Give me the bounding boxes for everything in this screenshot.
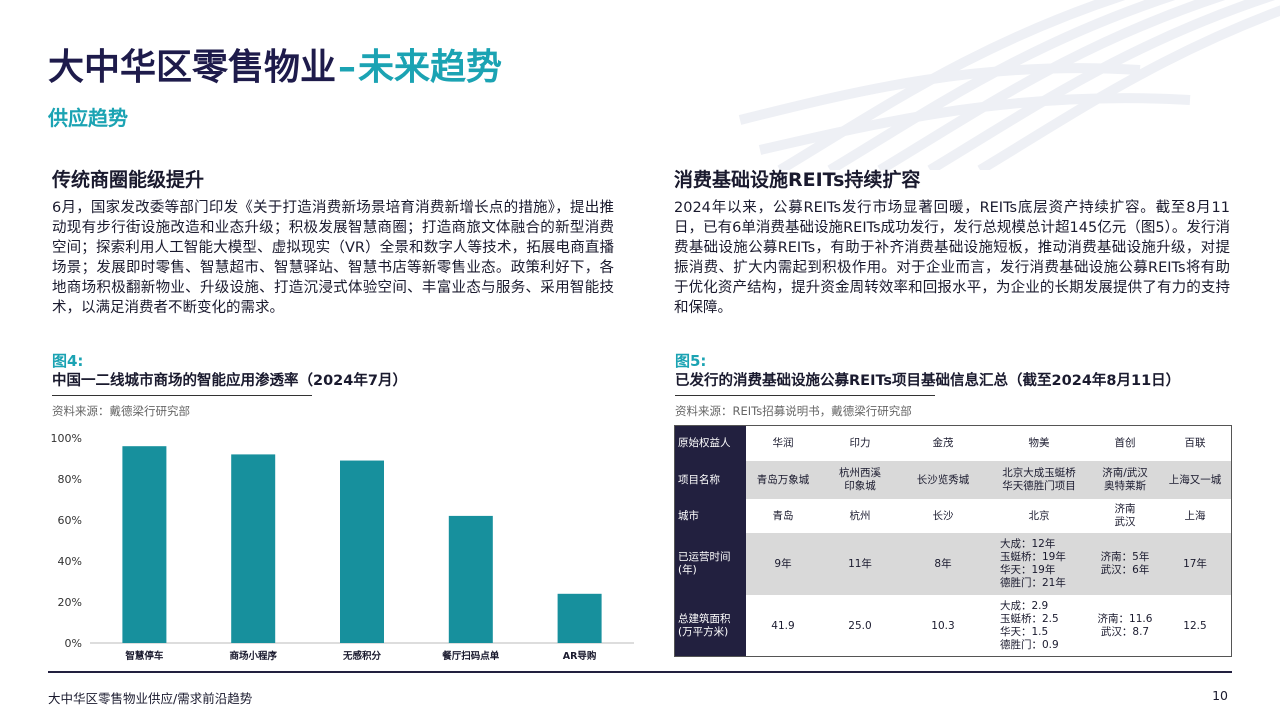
table-cell: 长沙 bbox=[900, 499, 986, 533]
y-tick-label: 100% bbox=[51, 432, 82, 445]
table-cell: 济南 武汉 bbox=[1092, 499, 1158, 533]
page-title: 大中华区零售物业–未来趋势 bbox=[48, 38, 502, 90]
x-tick-label: 智慧停车 bbox=[125, 650, 164, 662]
table-cell: 北京大成玉蜓桥 华天德胜门项目 bbox=[986, 461, 1092, 499]
table-row: 总建筑面积 (万平方米) 41.9 25.0 10.3 大成：2.9 玉蜓桥：2.5 华天：1… bbox=[674, 595, 1232, 657]
table-cell: 杭州 bbox=[820, 499, 900, 533]
left-section-heading: 传统商圈能级提升 bbox=[52, 169, 205, 191]
penetration-bar-chart: 0% 20% 40% 60% 80% 100% 智慧停车 商场小程序 无感积分 餐厅扫码点单 AR导… bbox=[51, 432, 634, 662]
table-cell: 11年 bbox=[820, 533, 900, 595]
footer-text: 大中华区零售物业供应/需求前沿趋势 bbox=[48, 691, 253, 706]
table-cell: 济南/武汉 奥特莱斯 bbox=[1092, 461, 1158, 499]
row-header: 城市 bbox=[674, 499, 746, 533]
table-cell: 青岛万象城 bbox=[746, 461, 820, 499]
table-cell: 大成：12年 玉蜓桥：19年 华天：19年 德胜门：21年 bbox=[986, 533, 1092, 595]
bar bbox=[448, 515, 493, 643]
right-section-heading: 消费基础设施REITs持续扩容 bbox=[674, 169, 921, 191]
table-cell: 12.5 bbox=[1158, 595, 1232, 657]
table-cell: 金茂 bbox=[900, 425, 986, 461]
bar bbox=[557, 593, 602, 643]
fig5-label: 图5: bbox=[675, 352, 707, 370]
bar bbox=[122, 446, 167, 643]
fig4-source: 资料来源：戴德梁行研究部 bbox=[52, 404, 190, 418]
table-cell: 10.3 bbox=[900, 595, 986, 657]
table-cell: 首创 bbox=[1092, 425, 1158, 461]
row-header: 原始权益人 bbox=[674, 425, 746, 461]
table-cell: 物美 bbox=[986, 425, 1092, 461]
footer-rule bbox=[48, 671, 1232, 673]
table-cell: 8年 bbox=[900, 533, 986, 595]
title-main: 大中华区零售物业 bbox=[48, 47, 337, 88]
x-tick-label: 无感积分 bbox=[342, 650, 382, 662]
bar bbox=[231, 454, 276, 643]
table-cell: 济南：5年 武汉：6年 bbox=[1092, 533, 1158, 595]
y-tick-label: 80% bbox=[58, 473, 82, 486]
y-tick-label: 0% bbox=[65, 637, 82, 650]
table-cell: 25.0 bbox=[820, 595, 900, 657]
x-tick-label: 餐厅扫码点单 bbox=[441, 650, 500, 662]
fig5-source: 资料来源：REITs招募说明书，戴德梁行研究部 bbox=[675, 404, 912, 418]
x-tick-label: 商场小程序 bbox=[229, 650, 277, 662]
table-cell: 北京 bbox=[986, 499, 1092, 533]
fig4-title: 中国一二线城市商场的智能应用渗透率（2024年7月） bbox=[52, 373, 407, 389]
bar bbox=[340, 460, 384, 643]
table-cell: 杭州西溪 印象城 bbox=[820, 461, 900, 499]
y-tick-label: 20% bbox=[58, 596, 82, 609]
row-header: 已运营时间 (年) bbox=[674, 533, 746, 595]
table-cell: 41.9 bbox=[746, 595, 820, 657]
row-header: 项目名称 bbox=[674, 461, 746, 499]
fig5-title: 已发行的消费基础设施公募REITs项目基础信息汇总（截至2024年8月11日） bbox=[675, 373, 1181, 389]
title-dash: – bbox=[338, 47, 357, 88]
table-row: 原始权益人 华润 印力 金茂 物美 首创 百联 bbox=[674, 425, 1232, 461]
table-cell: 长沙览秀城 bbox=[900, 461, 986, 499]
page-number: 10 bbox=[1212, 688, 1228, 703]
table-row: 城市 青岛 杭州 长沙 北京 济南 武汉 上海 bbox=[674, 499, 1232, 533]
title-accent: 未来趋势 bbox=[358, 47, 503, 88]
table-cell: 印力 bbox=[820, 425, 900, 461]
table-cell: 17年 bbox=[1158, 533, 1232, 595]
page-subtitle: 供应趋势 bbox=[48, 106, 128, 130]
y-tick-label: 60% bbox=[58, 514, 82, 527]
x-tick-label: AR导购 bbox=[563, 650, 597, 662]
table-cell: 济南：11.6 武汉：8.7 bbox=[1092, 595, 1158, 657]
fig5-rule bbox=[675, 395, 935, 396]
table-cell: 大成：2.9 玉蜓桥：2.5 华天：1.5 德胜门：0.9 bbox=[986, 595, 1092, 657]
table-cell: 上海又一城 bbox=[1158, 461, 1232, 499]
background-swirl bbox=[738, 0, 1280, 170]
table-cell: 9年 bbox=[746, 533, 820, 595]
table-cell: 上海 bbox=[1158, 499, 1232, 533]
fig4-label: 图4: bbox=[52, 352, 84, 370]
table-row: 项目名称 青岛万象城 杭州西溪 印象城 长沙览秀城 北京大成玉蜓桥 华天德胜门项目 济南/武汉… bbox=[674, 461, 1232, 499]
reits-info-table: 原始权益人 华润 印力 金茂 物美 首创 百联 项目名称 青岛万象城 杭州西溪 印象城 长沙览秀城 北京… bbox=[674, 425, 1232, 657]
table-row: 已运营时间 (年) 9年 11年 8年 大成：12年 玉蜓桥：19年 华天：19年 德胜门：21… bbox=[674, 533, 1232, 595]
left-section-body: 6月，国家发改委等部门印发《关于打造消费新场景培育消费新增长点的措施》，提出推动… bbox=[52, 200, 614, 316]
table-cell: 百联 bbox=[1158, 425, 1232, 461]
table-cell: 华润 bbox=[746, 425, 820, 461]
table-cell: 青岛 bbox=[746, 499, 820, 533]
right-section-body: 2024年以来，公募REITs发行市场显著回暖，REITs底层资产持续扩容。截至… bbox=[674, 200, 1230, 316]
fig4-rule bbox=[52, 395, 312, 396]
row-header: 总建筑面积 (万平方米) bbox=[674, 595, 746, 657]
y-tick-label: 40% bbox=[58, 555, 82, 568]
